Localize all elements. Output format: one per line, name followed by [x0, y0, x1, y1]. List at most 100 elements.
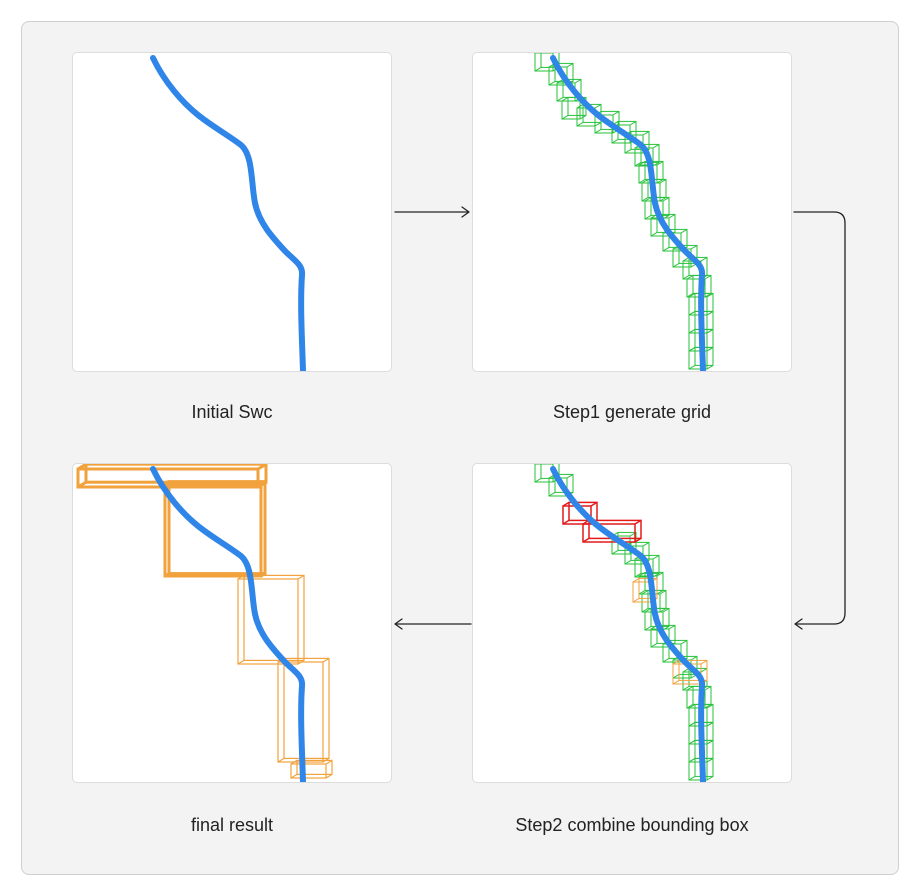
swc-neuron-trace: [550, 466, 706, 782]
arrow-initial-to-step1: [394, 206, 470, 218]
grid-cube-10-edge-2: [641, 607, 649, 613]
combined-box-1-back: [678, 659, 708, 681]
grid-cube-10-edge-1: [659, 589, 667, 595]
grid-cube-9-edge-0: [638, 160, 646, 166]
grid-cube-20-edge-0: [688, 757, 696, 763]
grid-cube-4-edge-2: [576, 121, 584, 127]
grid-cube-6-edge-1: [629, 120, 637, 126]
grid-cube-14: [672, 244, 698, 268]
combined-box-1-edge-0: [672, 659, 680, 665]
final-box-4-back: [296, 759, 333, 775]
merged-box-0-edge-1: [590, 501, 598, 507]
grid-cube-10-edge-3: [659, 607, 667, 613]
grid-cube-7-edge-2: [624, 559, 632, 565]
final-box-2-front: [237, 578, 299, 665]
grid-cube-9-edge-0: [638, 571, 646, 577]
caption-final-result: final result: [190, 815, 274, 835]
grid-cube-18-edge-1: [706, 310, 714, 316]
grid-cube-20-front: [688, 761, 708, 781]
grid-cube-0-edge-2: [534, 66, 542, 72]
merged-box-0-edge-2: [562, 519, 570, 525]
merged-box-0-back: [568, 501, 598, 522]
final-box-4-edge-2: [290, 773, 298, 779]
final-box-0-edge-0: [77, 464, 87, 471]
panel-step1-generate-grid: [472, 52, 792, 372]
grid-cube-5-edge-1: [612, 110, 620, 116]
grid-cube-14-back: [678, 244, 698, 264]
final-box-4-edge-1: [325, 759, 333, 765]
grid-cube-8-edge-2: [634, 572, 642, 578]
grid-cube-5-edge-2: [594, 128, 602, 134]
grid-cube-20-edge-1: [706, 346, 714, 352]
merged-box-1-front: [582, 523, 636, 543]
grid-cube-8-edge-1: [652, 143, 660, 149]
grid-cube-16-edge-1: [704, 685, 712, 691]
grid-cube-18-edge-0: [688, 310, 696, 316]
grid-cube-8-edge-1: [652, 554, 660, 560]
final-box-3-edge-1: [322, 657, 330, 663]
grid-cube-11-edge-1: [662, 607, 670, 613]
swc-neuron-trace: [150, 466, 306, 782]
merged-box-1-edge-2: [582, 537, 590, 543]
grid-cube-3-front: [561, 100, 581, 120]
grid-cube-16-edge-0: [686, 685, 694, 691]
final-box-1: [163, 480, 267, 578]
grid-cube-4-edge-0: [576, 103, 584, 109]
final-bounding-boxes: [76, 464, 333, 779]
swc-neuron-trace: [150, 55, 306, 371]
grid-cube-15-edge-0: [682, 256, 690, 262]
merged-box-1-edge-3: [634, 537, 642, 543]
grid-cube-10-edge-1: [659, 178, 667, 184]
grid-cube-10-edge-3: [659, 196, 667, 202]
grid-cube-18-edge-1: [706, 721, 714, 727]
grid-cube-15-edge-0: [682, 667, 690, 673]
grid-cube-2-edge-2: [556, 96, 564, 102]
final-box-2-back: [243, 574, 305, 662]
grid-cube-20-edge-1: [706, 757, 714, 763]
grid-cube-13-edge-1: [680, 228, 688, 234]
grid-cube-3-edge-0: [561, 96, 569, 102]
grid-cube-15-edge-1: [700, 256, 708, 262]
arrow-step2-to-final: [394, 618, 472, 630]
grid-cube-1-edge-2: [548, 80, 556, 86]
merged-box-0-edge-0: [562, 501, 570, 507]
swc-neuron-trace: [550, 55, 706, 371]
grid-cube-16-edge-3: [704, 292, 712, 298]
grid-cube-17-edge-0: [688, 292, 696, 298]
grid-cube-13-edge-2: [662, 246, 670, 252]
grid-cube-20-edge-2: [688, 364, 696, 370]
grid-cube-9-edge-1: [656, 571, 664, 577]
final-box-2-edge-0: [237, 574, 245, 580]
final-box-2: [237, 574, 305, 665]
grid-cube-15-edge-2: [682, 685, 690, 691]
grid-cube-7-edge-1: [642, 130, 650, 136]
grid-cube-20-edge-3: [706, 775, 714, 781]
grid-cube-12-edge-2: [650, 642, 658, 648]
grid-cube-10-edge-0: [641, 178, 649, 184]
grid-cube-20-front: [688, 350, 708, 370]
grid-cube-20-edge-3: [706, 364, 714, 370]
grid-cube-17-edge-1: [706, 292, 714, 298]
grid-cube-6-edge-2: [611, 138, 619, 144]
arrow-step1-to-step2: [793, 211, 846, 630]
grid-cube-8-edge-2: [634, 161, 642, 167]
grid-cube-16-edge-2: [686, 292, 694, 298]
grid-cube-16-edge-1: [704, 274, 712, 280]
grid-cube-17-edge-0: [688, 703, 696, 709]
grid-cube-17-edge-1: [706, 703, 714, 709]
final-box-4: [290, 759, 333, 779]
grid-cube-11-edge-2: [644, 214, 652, 220]
final-box-0-edge-2: [77, 480, 87, 489]
grid-cube-14-edge-2: [672, 673, 680, 679]
combined-box-1-edge-1: [700, 659, 708, 665]
grid-cube-20-edge-2: [688, 775, 696, 781]
merged-box-1-edge-1: [634, 519, 642, 525]
grid-cube-9-edge-1: [656, 160, 664, 166]
final-box-2-edge-2: [237, 659, 245, 665]
final-box-1-edge-1: [260, 480, 266, 486]
grid-cube-18-edge-0: [688, 721, 696, 727]
grid-cube-20-edge-0: [688, 346, 696, 352]
grid-cube-7-edge-2: [624, 148, 632, 154]
final-box-3-back: [283, 657, 330, 759]
